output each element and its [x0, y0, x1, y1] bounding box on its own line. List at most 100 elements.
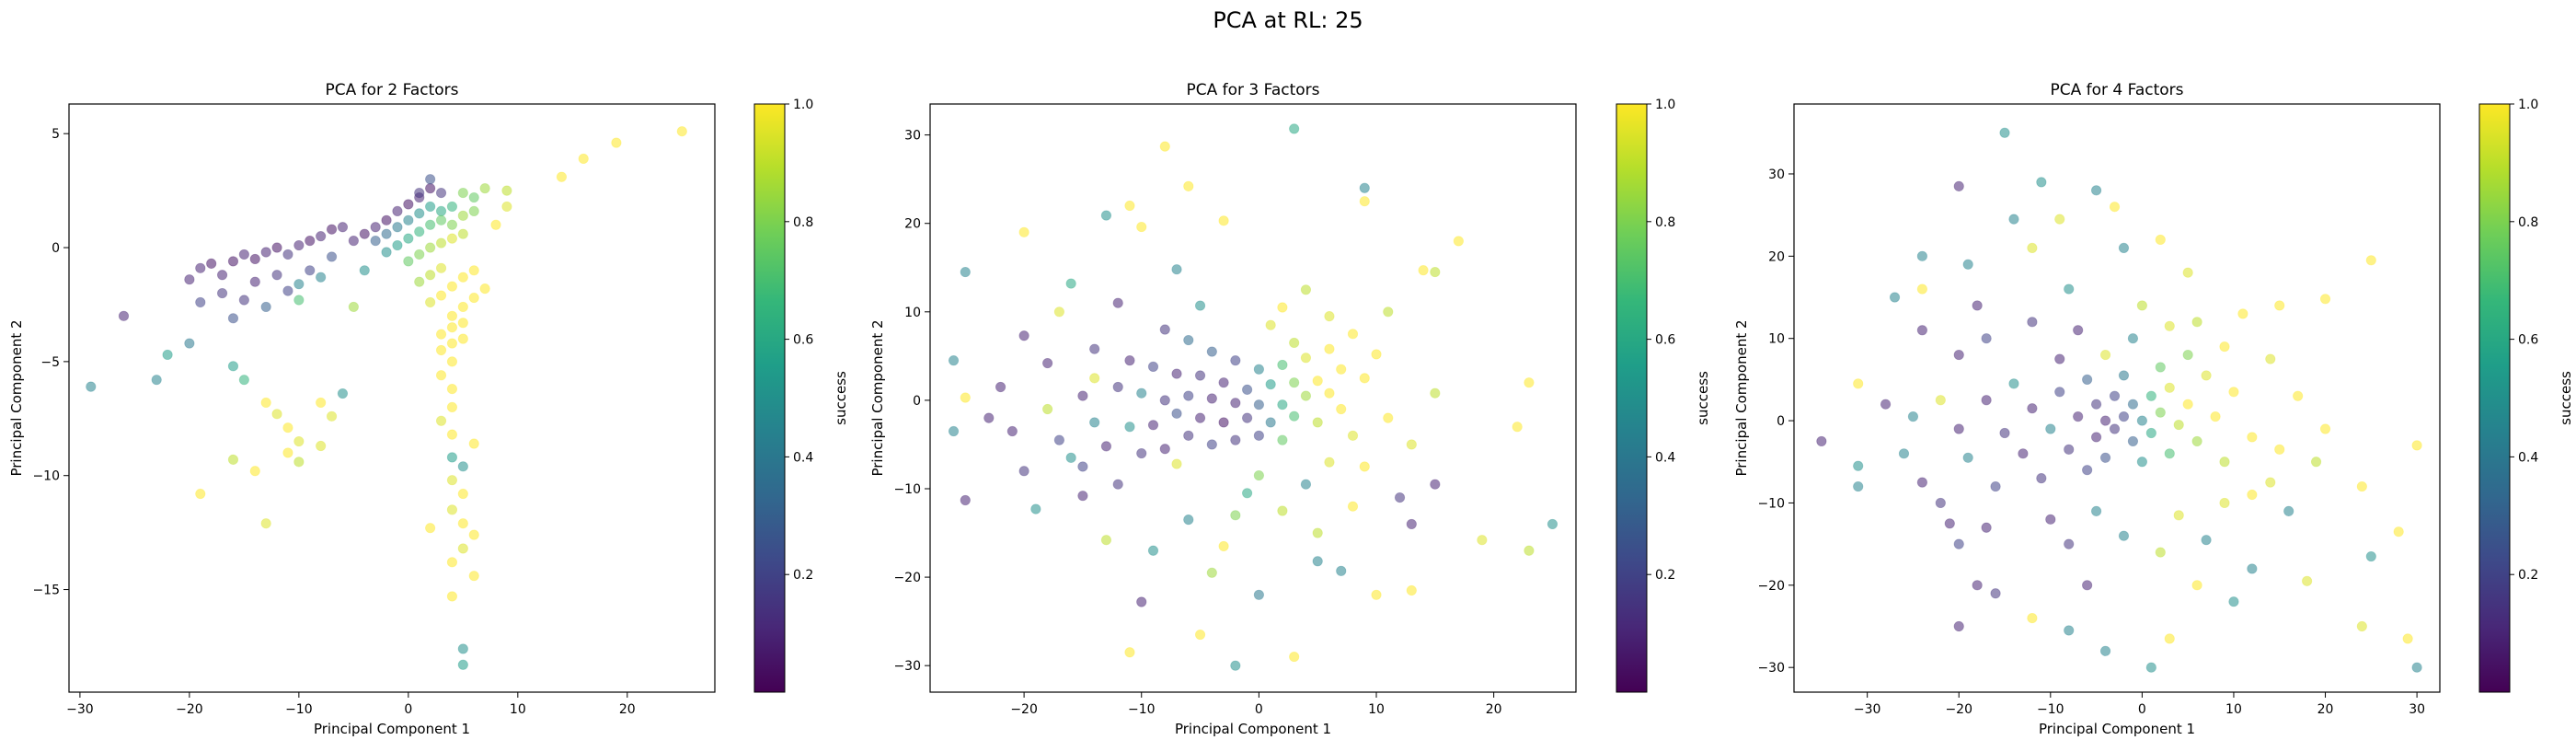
panel-3-data-point	[2109, 423, 2121, 434]
panel-3-data-point	[1853, 460, 1864, 471]
panel-3-data-point	[2274, 300, 2285, 311]
panel-2-data-point	[1077, 491, 1088, 502]
panel-1-data-point	[316, 397, 327, 409]
panel-1-data-point	[305, 236, 316, 247]
panel-1-colorbar-tick-label: 1.0	[793, 98, 813, 112]
panel-2-axes-frame	[929, 103, 1577, 693]
panel-3-y-tick-label: 20	[1768, 249, 1785, 264]
panel-2-data-point	[1547, 518, 1558, 530]
panel-3-data-point	[2164, 382, 2175, 393]
panel-3-data-point	[2319, 294, 2331, 305]
panel-3-data-point	[1962, 259, 1973, 270]
panel-1-x-axis-label: Principal Component 1	[314, 721, 470, 736]
panel-1-data-point	[425, 201, 436, 213]
panel-2-data-point	[1336, 403, 1347, 415]
panel-2-data-point	[1030, 503, 1041, 515]
panel-2-data-point	[1230, 660, 1241, 671]
panel-2-data-point	[1112, 479, 1123, 490]
panel-1-data-point	[457, 318, 468, 329]
panel-1-x-tick-label: −30	[66, 702, 94, 717]
panel-2-y-tick-label: 10	[904, 306, 921, 320]
panel-3-data-point	[2082, 580, 2093, 591]
panel-1-data-point	[162, 349, 173, 361]
panel-3-data-point	[2182, 267, 2193, 278]
panel-3-x-tick-label: 10	[2225, 702, 2242, 717]
panel-3-data-point	[2090, 399, 2102, 410]
panel-3-data-point	[2411, 440, 2422, 451]
panel-3-data-point	[2164, 633, 2175, 644]
panel-2-data-point	[1194, 412, 1206, 423]
panel-1-data-point	[446, 233, 458, 244]
panel-1-data-point	[238, 295, 249, 306]
panel-2-data-point	[1159, 395, 1170, 406]
panel-3-y-tick-label: 0	[1777, 414, 1785, 429]
panel-1-data-point	[216, 287, 228, 299]
panel-3-data-point	[2045, 423, 2056, 434]
panel-2-data-point	[1089, 343, 1100, 354]
panel-1-data-point	[260, 301, 271, 313]
panel-1-data-point	[556, 171, 568, 182]
panel-3-data-point	[1907, 411, 1919, 422]
panel-2-data-point	[1265, 417, 1276, 428]
panel-1-data-point	[370, 222, 381, 233]
panel-3-data-point	[1944, 518, 1955, 529]
panel-2-data-point	[1218, 540, 1229, 552]
panel-3-data-point	[1935, 395, 1946, 406]
panel-3-data-point	[2008, 378, 2019, 389]
panel-3-data-point	[2054, 387, 2065, 398]
panel-1-data-point	[316, 440, 327, 452]
panel-2-data-point	[1159, 324, 1170, 335]
panel-3-data-point	[2145, 427, 2156, 439]
panel-3-data-point	[2008, 214, 2019, 225]
panel-1-x-tick-label: −20	[176, 702, 203, 717]
panel-2-data-point	[1206, 567, 1217, 578]
panel-1-data-point	[151, 375, 162, 386]
panel-3-y-tick-label: 10	[1768, 332, 1785, 347]
panel-1-data-point	[403, 233, 414, 244]
panel-2-colorbar	[1616, 103, 1648, 693]
panel-1-data-point	[118, 310, 130, 321]
panel-2-data-point	[1242, 384, 1253, 395]
panel-1-data-point	[457, 272, 468, 283]
panel-3-data-point	[2109, 390, 2121, 401]
panel-3-colorbar-tick-label: 0.8	[2518, 215, 2538, 230]
panel-2-data-point	[1359, 461, 1370, 472]
panel-3-data-point	[1990, 588, 2001, 599]
panel-2-data-point	[1347, 501, 1359, 512]
panel-3-data-point	[2136, 457, 2147, 468]
panel-1-data-point	[403, 199, 414, 210]
panel-1-data-point	[446, 475, 458, 486]
panel-1-data-point	[195, 488, 206, 500]
panel-3-data-point	[2319, 423, 2331, 434]
panel-3-data-point	[1981, 333, 1992, 344]
panel-2-data-point	[1430, 387, 1441, 399]
panel-3-data-point	[2402, 633, 2413, 644]
panel-1-data-point	[316, 272, 327, 283]
panel-2-data-point	[1171, 408, 1182, 419]
panel-2-data-point	[1253, 589, 1264, 600]
panel-2-data-point	[948, 355, 960, 366]
panel-2-data-point	[1124, 200, 1135, 212]
panel-2-data-point	[1124, 355, 1135, 366]
panel-3-data-point	[2237, 308, 2248, 319]
panel-3-x-tick-label: −10	[2037, 702, 2064, 717]
panel-1-data-point	[446, 401, 458, 413]
panel-2-data-point	[1430, 266, 1441, 278]
panel-2-data-point	[1312, 556, 1323, 567]
panel-1-data-point	[425, 523, 436, 534]
panel-1-data-point	[479, 283, 490, 295]
panel-2-colorbar-tick-label: 0.2	[1655, 568, 1675, 583]
panel-3-data-point	[2265, 353, 2276, 364]
panel-3-data-point	[2118, 370, 2130, 381]
panel-2-data-point	[1077, 461, 1088, 472]
panel-1-data-point	[435, 290, 447, 301]
panel-2-data-point	[1359, 182, 1370, 193]
panel-1-data-point	[249, 276, 260, 287]
panel-1-data-point	[282, 447, 293, 458]
panel-2-data-point	[1089, 373, 1100, 384]
panel-2-y-tick-label: −30	[893, 659, 921, 674]
panel-1-data-point	[446, 557, 458, 568]
panel-1-data-point	[457, 228, 468, 239]
panel-3-data-point	[2274, 444, 2285, 455]
panel-3-data-point	[1853, 480, 1864, 492]
